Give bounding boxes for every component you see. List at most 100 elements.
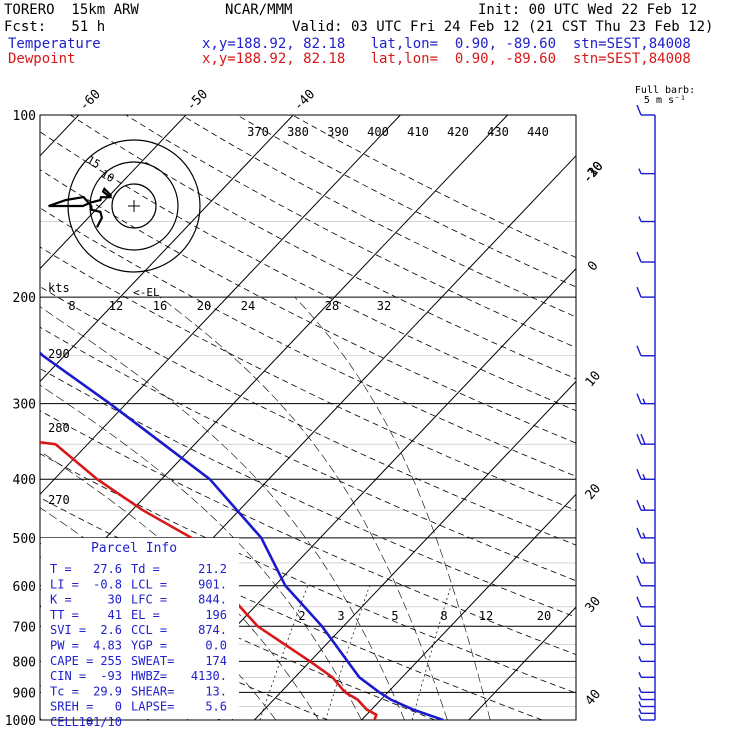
wind-barb-flag-500-0	[636, 527, 642, 539]
wind-barb-flag-200-0	[636, 286, 642, 298]
top-temp-label-4: -40	[291, 87, 318, 114]
moist-adiabat-28	[159, 296, 448, 720]
wet-bulb-label-1: 12	[109, 299, 123, 313]
parcel-row-value2-9: 5.6	[205, 700, 227, 714]
right-temp-label-6: 30	[583, 594, 605, 616]
dry-adiabat-340	[40, 368, 576, 618]
theta-label-7: 440	[527, 125, 549, 139]
wind-barb-half-300	[642, 398, 646, 404]
wind-barb-flag-300-0	[636, 393, 642, 404]
right-temp-label-7: 40	[583, 687, 605, 709]
valid-time: Valid: 03 UTC Fri 24 Feb 12 (21 CST Thu …	[292, 19, 714, 35]
mixing-ratio-label-2: 5	[391, 609, 398, 623]
isotherm-50	[683, 115, 740, 720]
temperature-legend: Temperature	[8, 36, 101, 52]
parcel-row-label2-8: SHEAR=	[131, 684, 174, 698]
parcel-row-value1-7: -93	[100, 669, 122, 683]
wind-barb-flag-350-1	[640, 433, 646, 445]
parcel-row-value2-2: 844.	[198, 593, 227, 607]
wind-barb-flag-250-0	[636, 345, 642, 357]
moist-adiabat-32	[294, 296, 491, 720]
parcel-row-label1-0: T =	[50, 562, 72, 576]
isotherm-20	[361, 493, 576, 720]
parcel-row-value2-7: 4130.	[191, 669, 227, 683]
theta-side-label-2: 270	[48, 493, 70, 507]
parcel-row-value1-10: 101/10	[79, 715, 122, 729]
wind-barb-half-450	[642, 504, 646, 511]
wind-barb-half-925	[638, 694, 642, 700]
parcel-row-label1-7: CIN =	[50, 669, 86, 683]
parcel-row-label1-1: LI =	[50, 577, 79, 591]
isotherm--20	[40, 115, 508, 608]
mixing-ratio-8	[259, 585, 309, 720]
parcel-row-value2-4: 874.	[198, 623, 227, 637]
pressure-tick-label-1000: 1000	[5, 714, 36, 729]
pressure-tick-label-700: 700	[13, 620, 36, 635]
dry-adiabat-380	[40, 207, 576, 477]
right-temp-label-4: 10	[583, 368, 605, 390]
right-temp-label-5: 20	[583, 481, 605, 503]
parcel-row-label2-4: CCL =	[131, 623, 167, 637]
dry-adiabat-350	[40, 326, 576, 582]
wind-barb-half-550	[642, 557, 646, 564]
dry-adiabat-430	[181, 115, 576, 318]
wind-barb-half-150	[638, 216, 642, 222]
parcel-row-value1-5: 4.83	[93, 639, 122, 653]
pressure-tick-label-300: 300	[13, 398, 36, 413]
parcel-row-label2-9: LAPSE=	[131, 700, 174, 714]
dry-adiabat-260	[0, 115, 6, 720]
parcel-row-value2-8: 13.	[205, 684, 227, 698]
parcel-info-title: Parcel Info	[91, 541, 177, 556]
top-temp-label-3: -50	[184, 87, 211, 114]
dry-adiabat-300	[40, 542, 436, 720]
wet-bulb-label-4: 24	[241, 299, 255, 313]
mixing-ratio-label-0: 2	[298, 609, 305, 623]
theta-label-6: 430	[487, 125, 509, 139]
parcel-row-label1-3: TT =	[50, 608, 79, 622]
wind-barb-half-500	[642, 532, 646, 539]
parcel-row-label2-5: YGP =	[131, 639, 167, 653]
parcel-row-label2-6: SWEAT=	[131, 654, 174, 668]
parcel-row-label2-1: LCL =	[131, 577, 167, 591]
wind-barb-half-975	[638, 708, 642, 714]
theta-label-1: 380	[287, 125, 309, 139]
parcel-row-value2-3: 196	[205, 608, 227, 622]
wind-barb-half-850	[638, 672, 642, 678]
wind-barb-half-1000	[638, 714, 642, 721]
plot-frame	[39, 114, 577, 721]
parcel-row-value1-4: 2.6	[100, 623, 122, 637]
parcel-row-value2-1: 901.	[198, 577, 227, 591]
wind-barb-flag-700-0	[636, 616, 642, 627]
parcel-row-value2-6: 174	[205, 654, 227, 668]
wind-barb-flag-550-0	[636, 552, 642, 564]
wind-barb-half-950	[638, 701, 642, 707]
parcel-row-label1-8: Tc =	[50, 684, 79, 698]
wind-barb-half-400	[642, 473, 646, 480]
theta-label-4: 410	[407, 125, 429, 139]
parcel-row-value1-9: 0	[115, 700, 122, 714]
pressure-tick-label-200: 200	[13, 291, 36, 306]
isotherm-30	[468, 606, 576, 720]
parcel-row-value1-6: 255	[100, 654, 122, 668]
wind-barb-flag-650-0	[636, 596, 642, 608]
temperature-location: x,y=188.92, 82.18 lat,lon= 0.90, -89.60 …	[202, 36, 691, 52]
wind-barb-half-125	[638, 168, 642, 174]
isotherm--30	[40, 115, 401, 496]
moist-adiabat-24	[40, 306, 405, 720]
wet-bulb-label-6: 32	[377, 299, 391, 313]
wet-bulb-label-2: 16	[153, 299, 167, 313]
dewpoint-location: x,y=188.92, 82.18 lat,lon= 0.90, -89.60 …	[202, 51, 691, 67]
isotherm--50	[40, 115, 187, 270]
parcel-row-label1-6: CAPE =	[50, 654, 93, 668]
parcel-row-label2-7: HWBZ=	[131, 669, 167, 683]
wind-barb-flag-100-0	[636, 104, 642, 116]
theta-label-3: 400	[367, 125, 389, 139]
isotherm--40	[40, 115, 294, 383]
wet-bulb-label-0: 8	[68, 299, 75, 313]
parcel-row-value1-0: 27.6	[93, 562, 122, 576]
dry-adiabat-410	[70, 115, 576, 380]
wind-barb-half-800	[638, 656, 642, 662]
parcel-row-label1-2: K =	[50, 593, 72, 607]
